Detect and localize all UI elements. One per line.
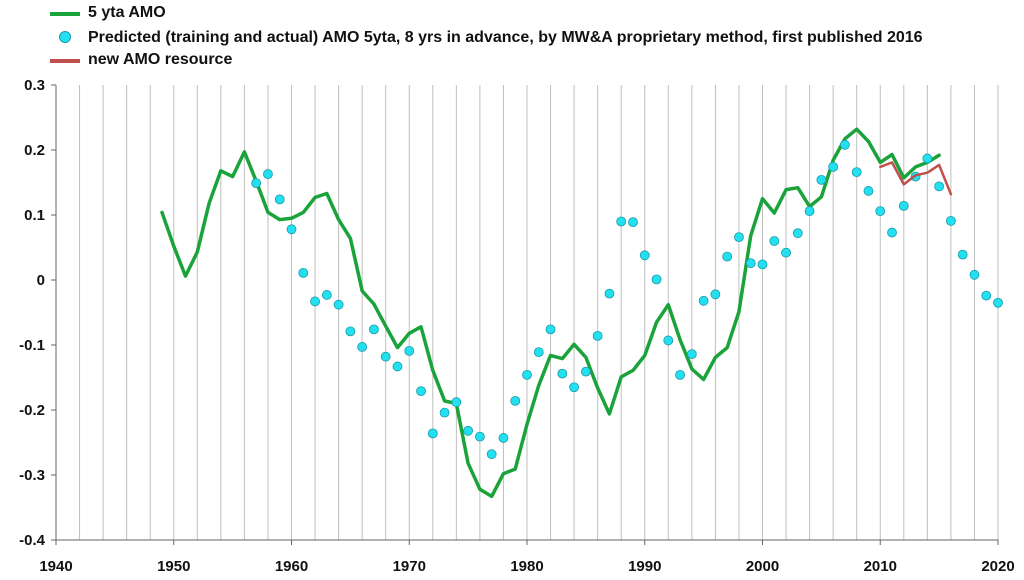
data-point — [934, 181, 945, 192]
x-tick-label: 2000 — [746, 558, 779, 575]
data-point — [745, 258, 756, 269]
data-point — [792, 228, 803, 239]
x-tick-label: 1970 — [393, 558, 426, 575]
data-point — [781, 247, 791, 258]
y-tick-label: 0 — [37, 272, 45, 289]
data-point — [828, 161, 839, 172]
grid — [55, 85, 999, 540]
x-tick-label: 1940 — [39, 558, 72, 575]
legend-swatch-cyan-dot — [59, 31, 71, 43]
legend-swatch-green-line — [50, 12, 80, 16]
data-point — [510, 395, 521, 406]
data-point — [463, 425, 474, 436]
data-point — [427, 428, 438, 439]
data-point — [887, 227, 897, 238]
data-point — [957, 249, 968, 260]
data-point — [416, 386, 426, 397]
data-point — [686, 349, 697, 360]
data-point — [851, 167, 862, 178]
data-point — [993, 297, 1003, 308]
axes — [51, 84, 999, 545]
y-tick-label: -0.4 — [19, 532, 46, 549]
data-point — [863, 186, 874, 196]
y-tick-label: 0.1 — [24, 207, 45, 224]
data-point — [274, 194, 285, 205]
data-point — [592, 330, 603, 341]
data-point — [981, 290, 992, 301]
data-point — [604, 288, 615, 299]
data-point — [804, 206, 815, 217]
data-point — [616, 216, 627, 227]
y-tick-label: -0.2 — [19, 402, 45, 419]
data-point — [333, 299, 344, 310]
data-point — [557, 368, 568, 379]
data-point — [569, 382, 579, 393]
data-point — [922, 153, 933, 164]
x-tick-label: 2010 — [864, 558, 897, 575]
data-point — [474, 431, 485, 442]
x-tick-label: 2020 — [981, 558, 1014, 575]
data-point — [369, 324, 379, 335]
data-point — [545, 324, 556, 335]
data-point — [310, 296, 320, 307]
y-tick-label: 0.3 — [24, 77, 45, 94]
legend-label: new AMO resource — [88, 51, 233, 68]
data-point — [628, 217, 638, 228]
y-tick-label: 0.2 — [24, 142, 45, 159]
data-point — [722, 251, 733, 262]
data-point — [522, 369, 532, 380]
x-tick-label: 1990 — [628, 558, 661, 575]
data-point — [251, 178, 262, 189]
x-tick-label: 1950 — [157, 558, 190, 575]
data-point — [875, 206, 886, 217]
data-point — [357, 342, 368, 352]
legend-label: 5 yta AMO — [88, 4, 166, 21]
series — [160, 127, 1003, 499]
data-point — [533, 347, 544, 358]
data-point — [263, 169, 273, 179]
data-point — [757, 259, 768, 270]
data-point — [769, 236, 780, 246]
data-point — [439, 407, 450, 418]
data-point — [710, 289, 721, 300]
data-point — [486, 449, 497, 460]
data-point — [298, 267, 309, 278]
data-point — [451, 397, 462, 408]
y-tick-label: -0.3 — [19, 467, 45, 484]
data-point — [639, 250, 650, 261]
data-point — [946, 215, 956, 226]
data-point — [380, 351, 391, 362]
data-point — [675, 369, 685, 380]
data-point — [345, 326, 356, 337]
legend-label: Predicted (training and actual) AMO 5yta… — [88, 29, 923, 46]
data-point — [321, 290, 332, 300]
tick-labels: 0.3 0.2 0.1 0 -0.1 -0.2 -0.3 -0.4 1940 1950 1960 19… — [19, 77, 1015, 575]
y-tick-label: -0.1 — [19, 337, 45, 354]
data-point — [898, 200, 909, 211]
x-tick-label: 1980 — [510, 558, 543, 575]
data-point — [580, 366, 591, 377]
data-point — [286, 224, 297, 235]
data-point — [404, 345, 415, 356]
legend-swatch-red-line — [50, 59, 80, 63]
x-tick-label: 1960 — [275, 558, 308, 575]
data-point — [651, 274, 662, 285]
data-point — [392, 361, 403, 372]
series-line — [879, 161, 953, 196]
data-point — [663, 335, 674, 346]
data-point — [816, 174, 827, 185]
data-point — [734, 232, 744, 243]
data-point — [698, 295, 709, 306]
data-point — [969, 269, 980, 280]
data-point — [498, 433, 509, 443]
data-point — [840, 139, 850, 150]
